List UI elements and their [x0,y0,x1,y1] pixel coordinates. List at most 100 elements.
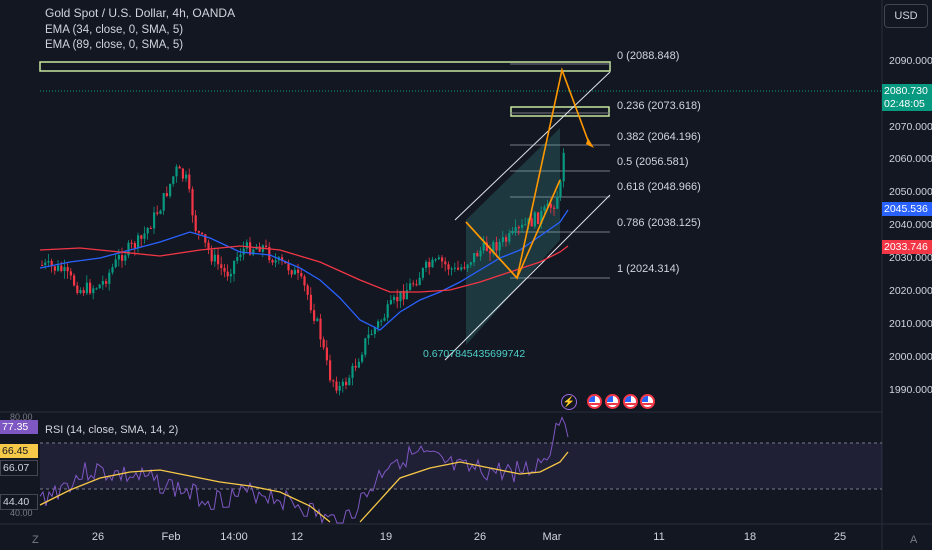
candle-body [194,215,197,232]
price-axis-label: 2020.000 [889,285,932,297]
ema34-legend[interactable]: EMA (34, close, 0, SMA, 5) [45,24,184,36]
candle-body [447,264,450,270]
candle-body [130,242,133,244]
candle-body [233,260,236,274]
rsi-band [40,443,882,489]
candle-body [165,193,168,197]
rsi-scale-top: 80.00 [10,412,33,422]
ema89-legend[interactable]: EMA (89, close, 0, SMA, 5) [45,39,184,51]
us-flag-icon[interactable] [623,394,638,409]
candle-body [511,231,514,234]
rsi-sma-tag: 66.07 [0,460,38,476]
candle-body [245,242,248,249]
candle-body [549,203,552,208]
candle-body [553,207,556,209]
candle-body [460,267,463,270]
candle-body [479,250,482,257]
us-flag-icon[interactable] [587,394,602,409]
ema89-line [39,245,569,293]
candle-body [41,265,44,266]
candle-body [114,259,117,268]
target-zone-box[interactable] [510,106,610,117]
candle-body [409,283,412,291]
rsi-legend[interactable]: RSI (14, close, SMA, 14, 2) [45,424,179,436]
candle-body [242,248,245,255]
ema89-tag: 2033.746 [882,240,932,254]
candle-body [217,254,220,265]
current-price-tag: 2080.730 [882,84,932,98]
channel-lower-line[interactable] [444,194,611,361]
time-label: 19 [379,531,393,543]
price-axis-label: 2010.000 [889,318,932,330]
candle-body [476,252,479,257]
candle-body [153,212,156,229]
time-label: Feb [161,531,181,543]
fib-level-0618: 0.618 (2048.966) [617,181,701,193]
fib-level-05: 0.5 (2056.581) [617,156,689,168]
candle-body [543,206,546,212]
lightning-icon[interactable]: ⚡ [561,394,577,410]
us-flag-icon[interactable] [605,394,620,409]
time-label: 26 [91,531,105,543]
candle-body [281,257,284,261]
candle-body [220,264,223,269]
candle-body [146,228,149,234]
currency-button[interactable]: USD [884,4,928,28]
candle-body [329,360,332,381]
time-label: 11 [653,531,665,543]
candle-body [345,381,348,386]
candle-body [226,271,229,277]
candle-body [444,261,447,265]
fib-level-1: 1 (2024.314) [617,263,680,275]
candle-body [514,227,517,232]
candle-body [239,254,242,258]
symbol-title[interactable]: Gold Spot / U.S. Dollar, 4h, OANDA [45,6,236,20]
projection-path-2[interactable] [465,179,561,280]
candle-body [530,218,533,227]
rsi-line [39,416,569,525]
candle-body [140,235,143,239]
candle-body [373,327,376,335]
candle-body [268,246,271,261]
candle-body [396,296,399,302]
candle-body [53,266,56,271]
ema34-tag: 2045.536 [882,202,932,216]
rsi-upper-tag: 66.45 [0,444,38,458]
candle-body [431,259,434,268]
candle-body [521,224,524,228]
rsi-sma-line-2 [359,451,569,523]
candle-body [82,290,85,294]
price-axis-label: 2040.000 [889,219,932,231]
auto-scale-icon[interactable]: A [910,534,918,546]
candle-body [287,263,290,271]
candle-body [57,265,60,271]
candle-body [351,365,354,378]
candle-body [60,265,63,272]
candle-body [92,288,95,294]
candle-body [101,281,104,285]
candle-body [290,270,293,275]
candle-body [175,166,178,177]
candle-body [197,231,200,233]
candle-body [73,275,76,286]
candle-body [338,385,341,391]
channel-upper-line[interactable] [454,71,611,221]
candle-body [300,273,303,277]
candle-body [508,233,511,242]
us-flag-icon[interactable] [640,394,655,409]
candle-body [473,252,476,263]
timezone-icon[interactable]: Z [32,534,39,546]
candle-body [89,282,92,294]
candle-body [133,243,136,248]
candle-body [207,242,210,250]
resistance-zone-box[interactable] [39,61,611,72]
price-axis-label: 2090.000 [889,55,932,67]
candle-body [105,281,108,284]
candle-body [498,242,501,251]
candle-body [201,232,204,235]
candle-body [393,296,396,300]
time-label: 14:00 [220,531,248,543]
candle-body [293,269,296,275]
candle-body [204,234,207,243]
